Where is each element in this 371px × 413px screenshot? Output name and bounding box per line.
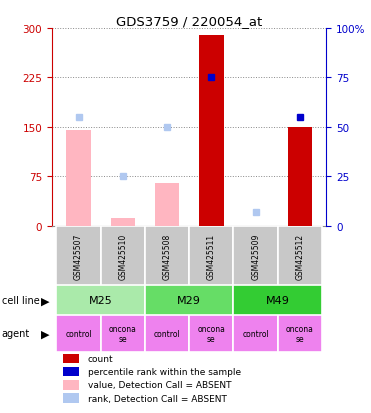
Bar xyxy=(278,226,322,286)
Bar xyxy=(101,226,145,286)
Text: control: control xyxy=(65,329,92,338)
Text: GSM425511: GSM425511 xyxy=(207,233,216,279)
Text: oncona
se: oncona se xyxy=(109,324,137,343)
Bar xyxy=(189,316,233,352)
Bar xyxy=(233,316,278,352)
Bar xyxy=(145,286,233,316)
Bar xyxy=(145,226,189,286)
Text: cell line: cell line xyxy=(2,296,40,306)
Bar xyxy=(278,316,322,352)
Bar xyxy=(101,316,145,352)
Bar xyxy=(145,316,189,352)
Bar xyxy=(233,226,278,286)
Bar xyxy=(56,286,145,316)
Title: GDS3759 / 220054_at: GDS3759 / 220054_at xyxy=(116,15,262,28)
Bar xyxy=(56,226,101,286)
Bar xyxy=(66,131,91,226)
Text: value, Detection Call = ABSENT: value, Detection Call = ABSENT xyxy=(88,380,231,389)
Bar xyxy=(63,394,79,403)
Text: GSM425512: GSM425512 xyxy=(295,233,305,279)
Text: M49: M49 xyxy=(266,296,290,306)
Text: agent: agent xyxy=(2,329,30,339)
Text: oncona
se: oncona se xyxy=(197,324,225,343)
Bar xyxy=(189,226,233,286)
Text: control: control xyxy=(154,329,180,338)
Bar xyxy=(155,183,179,226)
Text: GSM425509: GSM425509 xyxy=(251,233,260,279)
Text: ▶: ▶ xyxy=(41,296,49,306)
Text: count: count xyxy=(88,354,113,363)
Text: GSM425508: GSM425508 xyxy=(162,233,171,279)
Bar xyxy=(233,286,322,316)
Bar xyxy=(288,128,312,226)
Bar xyxy=(199,36,223,226)
Bar xyxy=(63,367,79,377)
Bar xyxy=(111,218,135,226)
Text: M25: M25 xyxy=(89,296,112,306)
Text: M29: M29 xyxy=(177,296,201,306)
Text: percentile rank within the sample: percentile rank within the sample xyxy=(88,367,241,376)
Text: ▶: ▶ xyxy=(41,329,49,339)
Bar xyxy=(56,316,101,352)
Text: oncona
se: oncona se xyxy=(286,324,314,343)
Bar xyxy=(63,380,79,390)
Text: rank, Detection Call = ABSENT: rank, Detection Call = ABSENT xyxy=(88,394,227,403)
Text: control: control xyxy=(242,329,269,338)
Bar xyxy=(63,354,79,363)
Text: GSM425507: GSM425507 xyxy=(74,233,83,279)
Text: GSM425510: GSM425510 xyxy=(118,233,127,279)
